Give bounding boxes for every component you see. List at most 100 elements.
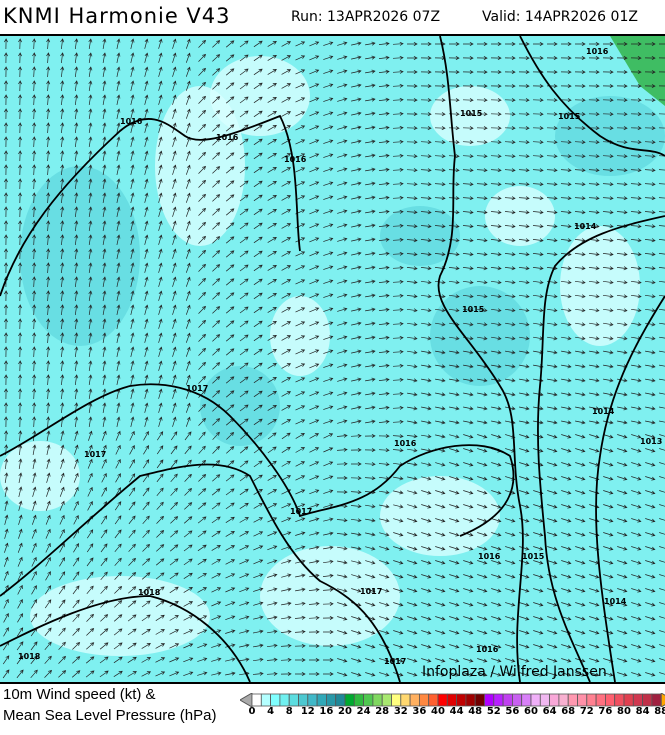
wind-arrow	[253, 82, 263, 90]
wind-arrow	[253, 643, 264, 648]
wind-arrow	[185, 276, 191, 287]
wind-arrow	[519, 616, 530, 621]
wind-arrow	[351, 405, 362, 410]
wind-arrow	[309, 349, 320, 355]
wind-arrow	[197, 671, 208, 676]
wind-arrow	[477, 476, 488, 481]
wind-arrow	[532, 98, 544, 103]
wind-arrow	[267, 475, 277, 481]
wind-arrow	[630, 84, 642, 89]
wind-arrow	[130, 52, 135, 63]
wind-arrow	[379, 630, 390, 635]
wind-arrow	[574, 84, 586, 89]
wind-arrow	[616, 182, 628, 187]
wind-arrow	[172, 192, 177, 203]
wind-arrow	[561, 518, 572, 523]
wind-arrow	[659, 364, 665, 367]
wind-arrow	[560, 224, 572, 229]
wind-arrow	[46, 108, 51, 120]
wind-arrow	[589, 644, 600, 649]
wind-arrow	[267, 363, 277, 369]
wind-arrow	[420, 182, 432, 187]
wind-arrow	[73, 472, 79, 483]
wind-arrow	[253, 166, 263, 174]
wind-arrow	[463, 392, 474, 397]
wind-arrow	[144, 290, 149, 301]
wind-arrow	[239, 166, 249, 174]
wind-arrow	[141, 586, 151, 594]
wind-arrow	[518, 154, 530, 159]
wind-arrow	[449, 378, 460, 383]
wind-arrow	[645, 322, 656, 327]
wind-arrow	[449, 434, 460, 439]
wind-arrow	[407, 574, 418, 579]
wind-arrow	[212, 96, 221, 104]
isobar-line	[595, 295, 665, 682]
wind-arrow	[630, 70, 642, 75]
wind-arrow	[435, 406, 446, 411]
wind-arrow	[113, 670, 123, 677]
wind-arrow	[659, 448, 665, 451]
wind-arrow	[60, 108, 65, 120]
wind-arrow	[170, 501, 179, 510]
wind-arrow	[393, 616, 404, 621]
wind-arrow	[575, 336, 586, 341]
wind-arrow	[645, 406, 656, 411]
wind-arrow	[239, 208, 249, 216]
wind-arrow	[351, 97, 362, 102]
wind-arrow	[407, 546, 418, 551]
wind-arrow	[392, 209, 404, 214]
wind-arrow	[490, 196, 502, 201]
wind-arrow	[253, 601, 264, 606]
wind-arrow	[144, 94, 149, 105]
wind-arrow	[172, 164, 177, 175]
wind-arrow	[225, 96, 235, 104]
wind-arrow	[59, 500, 65, 511]
wind-arrow	[32, 444, 37, 455]
wind-arrow	[449, 546, 460, 551]
wind-arrow	[546, 140, 558, 145]
wind-arrow	[295, 433, 305, 439]
wind-arrow	[659, 560, 665, 563]
wind-arrow	[88, 94, 93, 105]
wind-arrow	[505, 504, 516, 509]
wind-arrow	[172, 150, 177, 161]
wind-arrow	[128, 487, 136, 497]
wind-arrow	[130, 304, 135, 315]
wind-arrow	[116, 66, 121, 77]
wind-arrow	[588, 224, 600, 229]
wind-arrow	[435, 672, 446, 677]
wind-arrow	[183, 629, 194, 635]
isobar-line	[519, 36, 665, 157]
wind-arrow	[462, 70, 474, 75]
wind-arrow	[337, 546, 348, 551]
wind-arrow	[463, 532, 474, 537]
wind-arrow	[212, 166, 221, 174]
wind-arrow	[406, 168, 418, 173]
wind-arrow	[561, 658, 572, 663]
wind-arrow	[212, 445, 221, 454]
wind-arrow	[420, 126, 432, 131]
wind-arrow	[378, 69, 390, 74]
wind-arrow	[616, 168, 628, 173]
wind-arrow	[253, 152, 263, 160]
wind-arrow	[197, 516, 207, 524]
wind-arrow	[185, 206, 191, 217]
wind-arrow	[74, 178, 79, 190]
wind-arrow	[491, 420, 502, 425]
wind-arrow	[115, 473, 121, 483]
wind-arrow	[575, 392, 586, 397]
wind-arrow	[378, 209, 390, 214]
wind-arrow	[435, 518, 446, 523]
wind-arrow	[18, 38, 23, 50]
wind-arrow	[31, 599, 37, 609]
wind-arrow	[504, 280, 516, 285]
wind-arrow	[631, 322, 642, 327]
wind-arrow	[129, 459, 135, 469]
wind-arrow	[281, 167, 292, 173]
wind-arrow	[378, 125, 390, 130]
wind-arrow	[575, 364, 586, 369]
wind-arrow	[574, 224, 586, 229]
wind-arrow	[74, 150, 79, 162]
wind-arrow	[309, 83, 320, 89]
